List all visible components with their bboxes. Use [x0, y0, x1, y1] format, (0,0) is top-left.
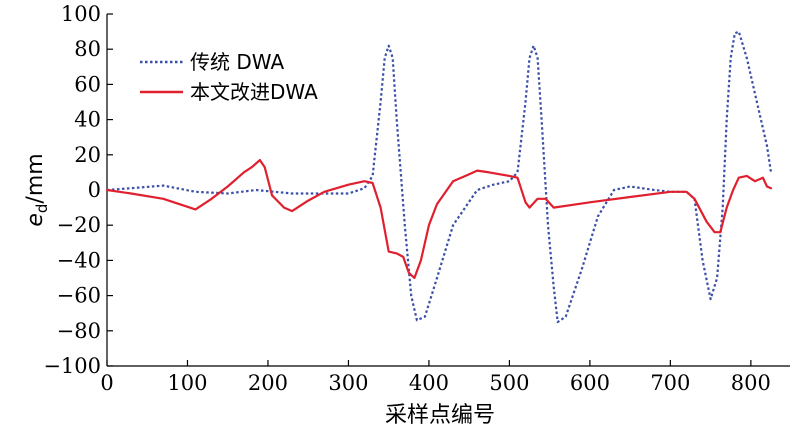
- x-tick-label: 700: [650, 371, 690, 395]
- y-tick-label: −20: [57, 213, 101, 237]
- x-tick-label: 400: [409, 371, 449, 395]
- y-axis-title-unit: /mm: [23, 153, 48, 203]
- y-axis-title: ed/mm: [23, 153, 51, 226]
- legend: 传统 DWA 本文改进DWA: [140, 50, 318, 104]
- x-tick-label: 600: [570, 371, 610, 395]
- legend-label-improved-dwa: 本文改进DWA: [190, 80, 318, 104]
- y-axis-title-subscript: d: [33, 204, 51, 214]
- y-tick-label: 80: [74, 37, 101, 61]
- x-tick-label: 500: [489, 371, 529, 395]
- y-tick-label: 20: [74, 143, 101, 167]
- x-tick-label: 800: [731, 371, 771, 395]
- x-axis-title: 采样点编号: [385, 403, 495, 428]
- y-tick-label: −100: [43, 354, 101, 378]
- y-tick-label: −40: [57, 248, 101, 272]
- legend-label-traditional-dwa: 传统 DWA: [190, 50, 284, 74]
- y-tick-label: −80: [57, 319, 101, 343]
- y-tick-label: 100: [61, 2, 101, 26]
- y-tick-label: 60: [74, 72, 101, 96]
- x-tick-label: 0: [100, 371, 113, 395]
- series-line-improved-dwa: [105, 159, 773, 280]
- series-line-traditional-dwa: [106, 30, 773, 324]
- y-axis-title-symbol: e: [23, 213, 48, 227]
- y-tick-label: 0: [88, 178, 101, 202]
- series-layer: [105, 30, 773, 324]
- x-tick-label: 300: [328, 371, 368, 395]
- x-tick-label: 200: [248, 371, 288, 395]
- y-tick-label: 40: [74, 108, 101, 132]
- y-tick-label: −60: [57, 284, 101, 308]
- axes: −100 −80 −60 −40 −20 0 20 40 60 80 100 0 100 200 300 40…: [43, 2, 790, 395]
- x-tick-label: 100: [167, 371, 207, 395]
